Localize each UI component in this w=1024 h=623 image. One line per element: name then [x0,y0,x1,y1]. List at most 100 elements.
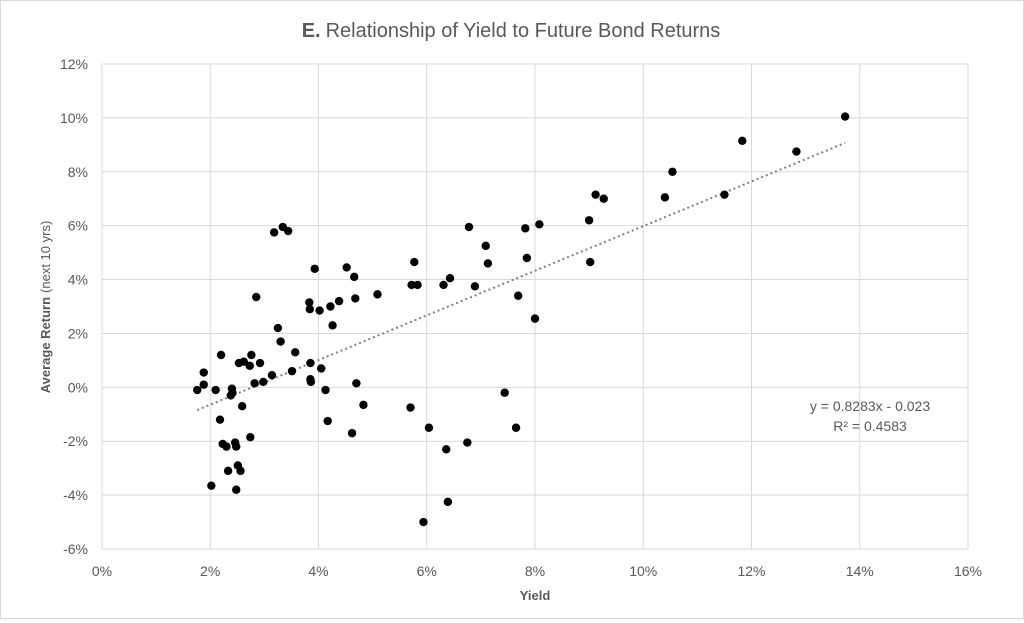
data-point [276,337,285,346]
data-point [223,466,233,476]
data-point [245,361,254,370]
data-point [445,274,455,283]
data-point [246,432,255,442]
data-point [464,222,474,232]
data-point [359,400,368,410]
data-point [463,438,472,447]
x-tick-label: 16% [954,563,982,579]
y-tick-label: -4% [63,487,88,503]
data-point [347,428,357,438]
data-point [247,350,256,360]
data-point [424,423,434,432]
trendline-equation: y = 0.8283x - 0.023 [810,398,930,414]
data-point [351,294,360,303]
data-point [255,358,265,368]
data-point [522,253,532,263]
tick-labels: -6% -4% -2% 0% 2% 4% 6% 8% 10% 12% 0% 2% 4% 6% 8% 10% 12… [60,56,982,579]
data-point [410,257,419,267]
data-point [443,497,453,507]
data-point [792,147,801,156]
data-points [193,112,850,527]
x-tick-label: 2% [200,563,220,579]
data-point [660,193,670,202]
data-point [342,263,351,272]
data-point [317,364,326,373]
data-point [511,423,521,432]
data-point [291,348,300,357]
data-point [481,241,490,251]
data-point [373,290,382,299]
y-tick-label: 0% [68,379,88,395]
data-point [199,380,208,389]
data-point [321,385,330,395]
data-point [305,304,315,314]
gridlines [101,63,969,550]
data-point [738,136,747,145]
data-point [323,416,332,426]
data-point [334,296,344,306]
y-tick-label: 6% [68,218,88,234]
data-point [315,306,324,315]
data-point [483,259,493,268]
data-point [442,445,451,454]
y-tick-label: 4% [68,272,88,288]
x-tick-label: 4% [308,563,328,579]
data-point [199,368,208,377]
data-point [215,415,225,424]
data-point [207,481,216,490]
x-tick-label: 10% [629,563,657,579]
data-point [720,190,729,199]
data-point [250,379,259,388]
data-point [500,388,509,397]
data-point [211,385,220,395]
data-point [535,220,544,229]
x-tick-label: 14% [846,563,874,579]
data-point [413,280,422,290]
y-axis-title: Average Return (next 10 yrs) [38,221,53,394]
x-tick-label: 12% [737,563,765,579]
x-tick-label: 6% [417,563,437,579]
chart-title-text: Relationship of Yield to Future Bond Ret… [326,20,721,42]
data-point [306,377,316,387]
data-point [406,403,415,412]
data-point [439,280,448,290]
y-tick-label: 10% [60,110,88,126]
data-point [269,228,279,237]
data-point [840,112,850,121]
chart-title: E. Relationship of Yield to Future Bond R… [302,20,721,42]
y-axis-title-bold: Average Return [38,297,53,393]
data-point [216,350,226,360]
data-point [350,272,359,282]
data-point [267,371,277,380]
data-point [193,385,202,395]
data-point [521,224,530,233]
y-axis-title-rest: (next 10 yrs) [38,221,53,293]
data-point [407,280,416,290]
data-point [236,466,245,476]
y-tick-label: 2% [68,325,88,341]
data-point [310,264,319,273]
data-point [232,442,241,451]
data-point [273,323,283,333]
data-point [586,257,595,267]
trendline-r2: R² = 0.4583 [833,418,907,434]
data-point [352,379,361,388]
data-point [584,216,594,225]
data-point [530,314,540,323]
chart-title-prefix: E. [302,20,321,42]
data-point [252,292,261,302]
y-tick-label: -2% [63,433,88,449]
data-point [232,485,241,494]
data-point [514,291,523,300]
y-tick-label: 8% [68,164,88,180]
data-point [599,194,608,203]
data-point [237,401,247,411]
data-point [306,358,315,368]
data-point [326,302,335,311]
data-point [239,357,249,366]
data-point [222,442,231,451]
trendline [196,141,846,411]
y-tick-label: -6% [63,541,88,557]
